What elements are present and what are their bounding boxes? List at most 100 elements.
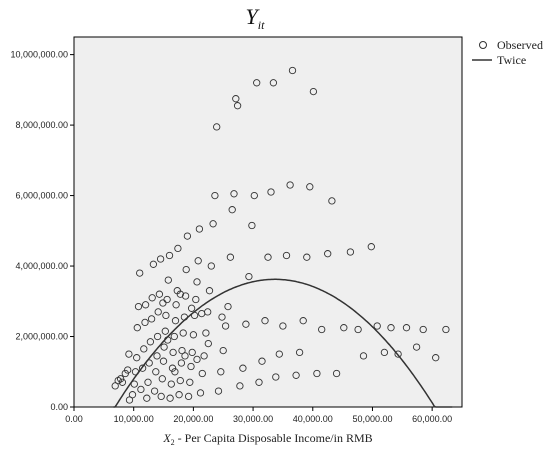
observed-point (133, 324, 141, 332)
x-tick-label: 30,000.00 (233, 414, 273, 424)
legend-observed-marker (479, 41, 487, 49)
observed-point (242, 320, 250, 328)
observed-point (141, 318, 149, 327)
observed-point (198, 309, 206, 318)
x-tick-label: 50,000.00 (352, 414, 392, 424)
observed-point (354, 325, 362, 334)
observed-point (402, 324, 411, 332)
observed-point (176, 290, 184, 298)
observed-point (292, 371, 300, 379)
observed-point (211, 191, 219, 200)
observed-point (179, 329, 187, 337)
x-axis-label-text: - Per Capita Disposable Income/in RMB (175, 431, 373, 445)
observed-point (359, 352, 368, 360)
observed-point (275, 350, 283, 358)
observed-point (205, 287, 214, 295)
twice-curve (113, 278, 453, 408)
observed-point (186, 378, 194, 386)
observed-point (157, 392, 165, 401)
observed-point (239, 364, 247, 372)
observed-point (193, 278, 201, 286)
observed-point (192, 295, 200, 304)
observed-point (228, 206, 236, 214)
observed-point (269, 79, 278, 87)
chart-title-main: Y (246, 4, 261, 29)
observed-point (143, 394, 151, 402)
observed-point (213, 123, 221, 131)
y-tick-label: 10,000,000.00 (10, 50, 68, 60)
observed-point (303, 253, 311, 261)
y-tick-label: 6,000,000.00 (15, 191, 68, 201)
observed-point (367, 243, 375, 251)
observed-point (236, 382, 244, 390)
x-tick-label: 10,000.00 (114, 414, 154, 424)
observed-point (149, 260, 158, 268)
observed-point (187, 362, 195, 371)
observed-point (184, 392, 193, 401)
observed-point (156, 255, 165, 263)
observed-point (128, 391, 137, 399)
x-axis-label-var: X (162, 431, 171, 445)
observed-point (380, 348, 389, 357)
x-axis: 0.00 10,000.00 20,000.00 30,000.00 40,000.00… (65, 407, 452, 424)
observed-point (182, 265, 190, 274)
observed-point (230, 190, 238, 198)
observed-point (340, 324, 348, 332)
observed-point (272, 373, 280, 381)
observed-point (133, 354, 141, 362)
observed-point (171, 317, 180, 325)
observed-point (332, 369, 341, 378)
observed-point (233, 102, 242, 110)
observed-point (328, 197, 336, 205)
observed-point (224, 302, 232, 311)
observed-point (166, 394, 174, 402)
observed-point (324, 250, 332, 258)
observed-point (168, 364, 177, 372)
observed-point (181, 292, 190, 300)
observed-point (130, 380, 138, 388)
observed-point (286, 181, 294, 189)
observed-point (152, 368, 160, 376)
observed-point (193, 355, 201, 364)
y-tick-label: 0.00 (50, 402, 68, 412)
observed-point (111, 382, 119, 390)
observed-point (218, 313, 226, 321)
observed-point (172, 301, 180, 309)
observed-point (141, 301, 150, 309)
observed-point (306, 183, 314, 191)
observed-point (165, 251, 174, 260)
observed-point (158, 375, 166, 383)
observed-point (116, 375, 125, 383)
observed-point (214, 387, 223, 395)
observed-point (207, 262, 215, 270)
observed-point (248, 221, 256, 230)
observed-point (137, 385, 145, 394)
observed-point (171, 368, 179, 376)
observed-point (299, 317, 307, 325)
observed-point (373, 322, 381, 330)
observed-point (161, 327, 169, 335)
observed-point (160, 343, 168, 351)
observed-point (261, 317, 269, 325)
observed-point (177, 359, 186, 367)
observed-point (198, 369, 206, 378)
observed-point (288, 66, 297, 75)
legend: Observed Twice (472, 38, 543, 67)
x-axis-label-subscript: 2 (171, 438, 175, 447)
observed-point (432, 354, 440, 362)
observed-point (279, 322, 287, 330)
observed-point (250, 191, 258, 200)
observed-point (162, 311, 170, 320)
observed-point (148, 294, 156, 302)
observed-point (146, 338, 155, 346)
observed-point (170, 332, 178, 341)
legend-observed-label: Observed (497, 38, 543, 52)
x-tick-label: 40,000.00 (293, 414, 333, 424)
plot-area (73, 36, 463, 408)
observed-point (318, 325, 326, 334)
observed-point (412, 343, 421, 351)
observed-point (140, 345, 148, 353)
observed-point (187, 304, 196, 312)
observed-point (258, 357, 266, 365)
